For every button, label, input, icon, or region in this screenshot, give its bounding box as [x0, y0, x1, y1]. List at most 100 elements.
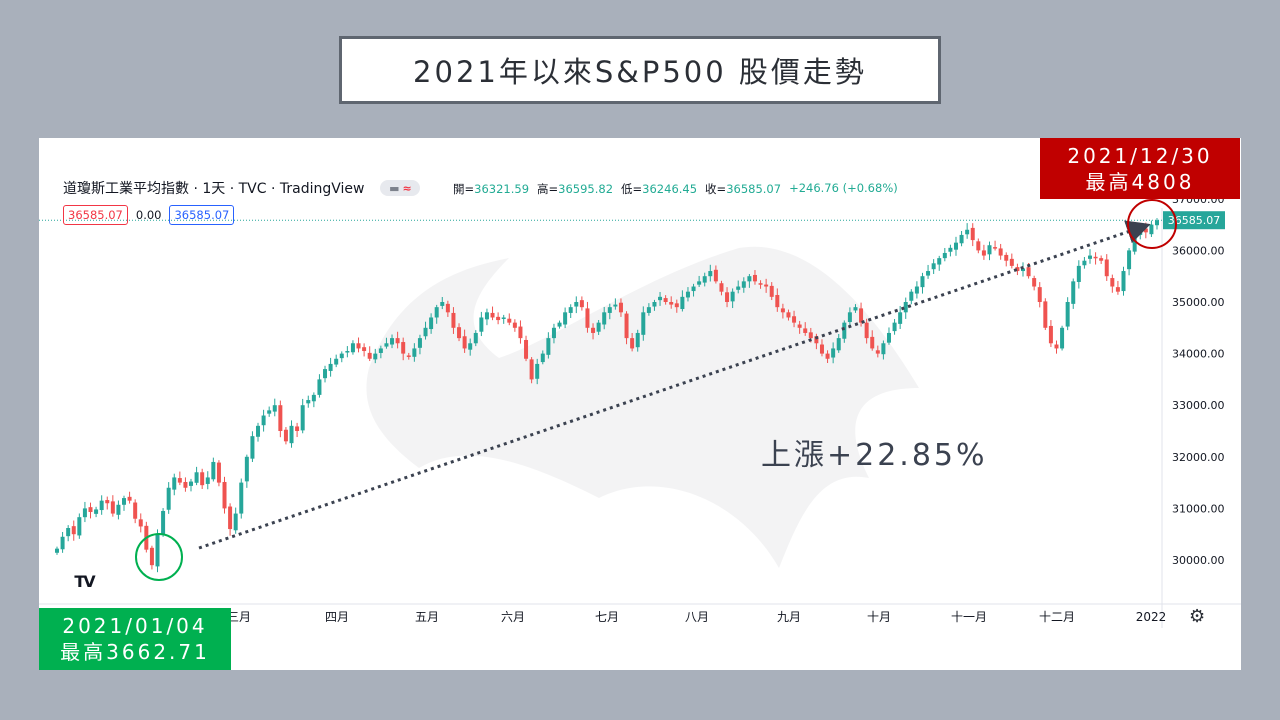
candle-body [931, 263, 936, 270]
candle-body [708, 271, 713, 277]
candle-body [607, 307, 612, 313]
candle-body [697, 281, 702, 285]
candle-body [819, 344, 824, 354]
candle-body [948, 247, 953, 252]
x-tick-label: 五月 [415, 610, 439, 624]
candle-body [205, 477, 210, 484]
candle-body [524, 339, 529, 359]
candle-body [317, 379, 322, 395]
candle-body [970, 227, 975, 241]
candle-body [395, 338, 400, 344]
indicator-toggle-icon[interactable]: ▬ ≈ [380, 180, 421, 196]
candle-body [596, 322, 601, 332]
candle-body [1065, 302, 1070, 327]
candle-body [1071, 281, 1076, 304]
candle-body [127, 496, 132, 501]
candle-body [496, 316, 501, 321]
candle-body [1076, 265, 1081, 282]
candle-body [870, 336, 875, 349]
candle-body [652, 302, 657, 307]
candle-body [412, 348, 417, 357]
candle-body [99, 500, 104, 511]
candle-body [457, 327, 462, 339]
candle-body [591, 327, 596, 333]
start-date: 2021/01/04 [62, 614, 208, 638]
candle-body [138, 519, 143, 527]
candle-body [764, 284, 769, 287]
candle-body [1143, 228, 1148, 233]
start-high: 最高3662.71 [60, 640, 210, 664]
candle-body [730, 291, 735, 302]
candle-body [1149, 224, 1154, 235]
candle-body [646, 307, 651, 313]
candle-body [953, 242, 958, 250]
candle-body [831, 348, 836, 358]
candle-body [177, 478, 182, 483]
candle-body [339, 353, 344, 359]
candle-body [775, 294, 780, 308]
candle-body [451, 312, 456, 328]
candle-body [434, 307, 439, 318]
high-label: 高= [537, 182, 559, 196]
start-highlight-circle [135, 533, 183, 581]
last-price-label: 36585.07 [1168, 214, 1221, 227]
candle-body [1115, 287, 1120, 292]
candle-body [161, 510, 166, 535]
y-tick-label: 32000.00 [1172, 451, 1225, 464]
candle-body [334, 358, 339, 365]
candle-body [602, 312, 607, 325]
candle-body [233, 513, 238, 531]
low-value: 36246.45 [642, 182, 698, 196]
candle-body [222, 481, 227, 509]
candle-body [55, 548, 59, 553]
candle-body [741, 281, 746, 288]
candle-body [228, 506, 233, 530]
x-tick-label: 九月 [777, 610, 801, 624]
value-mid: 0.00 [135, 208, 162, 222]
candle-body [133, 502, 138, 519]
candle-body [1127, 250, 1132, 270]
slide-title: 2021年以來S&P500 股價走勢 [339, 36, 941, 104]
candle-body [261, 415, 266, 426]
tradingview-logo-icon[interactable]: TV [74, 571, 95, 591]
candle-body [272, 405, 277, 412]
candle-body [82, 508, 87, 518]
candle-body [981, 250, 986, 256]
candle-body [769, 285, 774, 297]
candle-body [803, 328, 808, 333]
ohlc-readout: 開=36321.59 高=36595.82 低=36246.45 收=36585… [453, 181, 898, 197]
candle-body [244, 456, 249, 482]
candle-body [1138, 229, 1143, 235]
start-date-badge: 2021/01/04 最高3662.71 [39, 608, 231, 670]
candle-body [797, 324, 802, 328]
candle-body [1015, 267, 1020, 272]
candle-body [345, 351, 350, 353]
candle-body [194, 472, 199, 483]
last-price-tag [1163, 211, 1225, 230]
trend-line [198, 220, 1151, 550]
candle-body [512, 322, 517, 328]
y-tick-label: 35000.00 [1172, 296, 1225, 309]
candle-body [875, 350, 880, 354]
candle-body [842, 322, 847, 339]
candle-body [278, 405, 283, 431]
candle-body [993, 247, 998, 249]
candle-body [702, 276, 707, 283]
x-tick-label: 2022 [1136, 610, 1167, 624]
candle-body [172, 477, 177, 490]
candle-body [490, 312, 495, 318]
x-tick-label: 四月 [325, 610, 349, 624]
candle-body [66, 528, 71, 537]
gear-icon[interactable]: ⚙ [1189, 606, 1206, 627]
candle-body [1054, 344, 1059, 349]
candle-body [462, 336, 467, 349]
candle-body [350, 343, 355, 353]
candle-body [892, 322, 897, 332]
open-label: 開= [453, 182, 475, 196]
open-value: 36321.59 [474, 182, 530, 196]
candle-body [211, 461, 216, 480]
x-tick-label: 六月 [501, 610, 525, 624]
candle-body [1082, 260, 1087, 266]
value-red: 36585.07 [63, 205, 128, 225]
candle-body [289, 425, 294, 444]
